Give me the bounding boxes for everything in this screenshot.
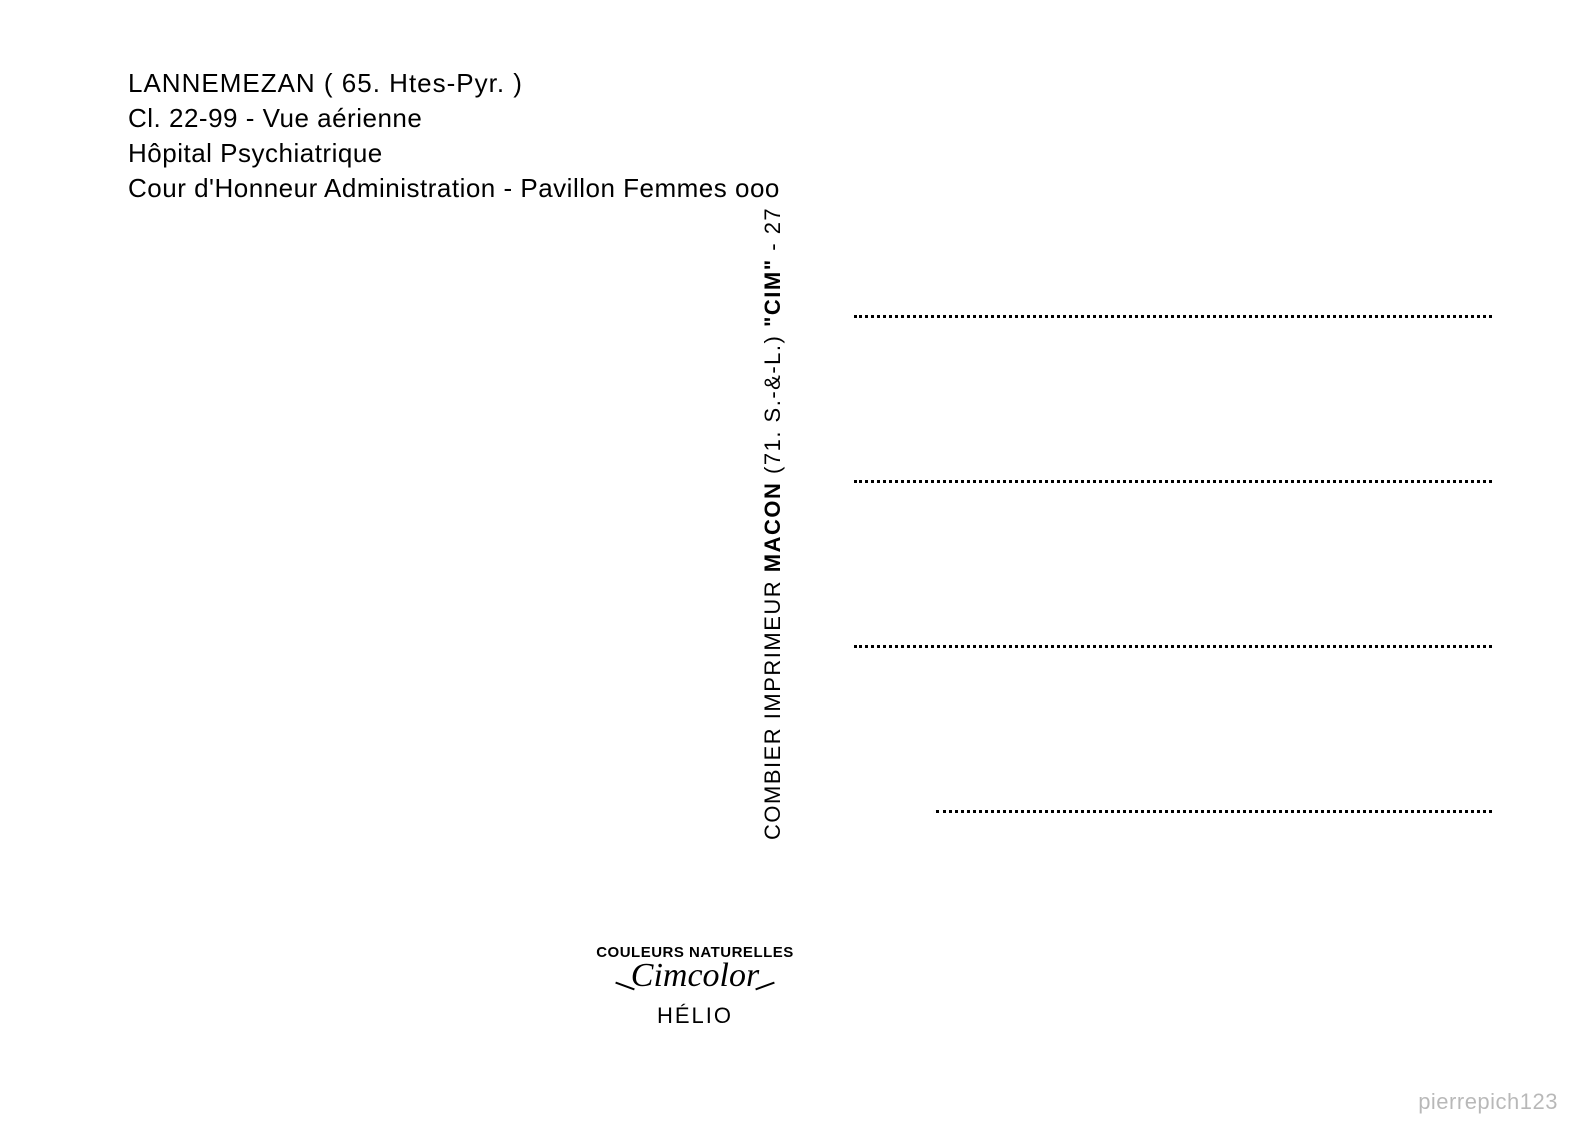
printer-prefix: COMBIER IMPRIMEUR [760, 572, 785, 840]
caption-line-3: Hôpital Psychiatrique [128, 136, 780, 171]
address-line-4 [936, 810, 1492, 813]
publisher-brand-text: Cimcolor [631, 959, 759, 993]
printer-suffix: - 27 [760, 207, 785, 259]
address-line-3 [854, 645, 1492, 648]
address-line-1 [854, 315, 1492, 318]
publisher-block: COULEURS NATURELLES Cimcolor HÉLIO [565, 944, 825, 1029]
postcard-back: LANNEMEZAN ( 65. Htes-Pyr. ) Cl. 22-99 -… [60, 10, 1520, 1110]
caption-block: LANNEMEZAN ( 65. Htes-Pyr. ) Cl. 22-99 -… [128, 66, 780, 206]
printer-credit-vertical: COMBIER IMPRIMEUR MACON (71. S.-&-L.) "C… [760, 220, 786, 840]
printer-city: MACON [760, 482, 785, 573]
caption-line-4: Cour d'Honneur Administration - Pavillon… [128, 171, 780, 206]
watermark-text: pierrepich123 [1418, 1089, 1558, 1115]
caption-line-1: LANNEMEZAN ( 65. Htes-Pyr. ) [128, 66, 780, 101]
caption-line-2: Cl. 22-99 - Vue aérienne [128, 101, 780, 136]
printer-brand: "CIM" [760, 258, 785, 327]
address-line-2 [854, 480, 1492, 483]
publisher-process: HÉLIO [565, 1003, 825, 1029]
printer-mid: (71. S.-&-L.) [760, 327, 785, 482]
publisher-logo: Cimcolor [565, 959, 825, 993]
